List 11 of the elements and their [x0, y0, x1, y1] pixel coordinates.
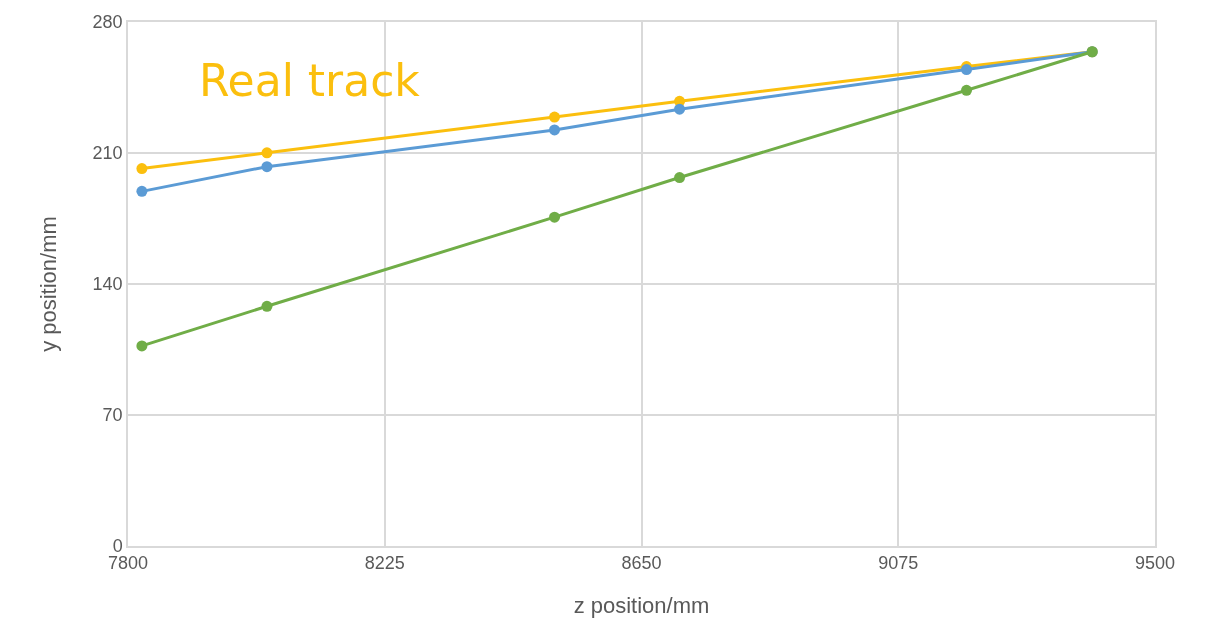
x-tick-label: 9500: [1134, 553, 1176, 574]
y-tick-label: 280: [92, 12, 123, 33]
series-label: Real track: [199, 55, 421, 106]
y-tick-label: 210: [92, 143, 123, 164]
x-tick-label: 9075: [878, 553, 919, 574]
x-tick-label: 8225: [364, 553, 405, 574]
x-axis-title: z position/mm: [573, 592, 710, 618]
y-tick-label: 140: [92, 274, 123, 295]
x-tick-label: 8650: [621, 553, 662, 574]
y-tick-label: 70: [102, 405, 123, 426]
y-axis-title: y position/mm: [35, 216, 61, 352]
